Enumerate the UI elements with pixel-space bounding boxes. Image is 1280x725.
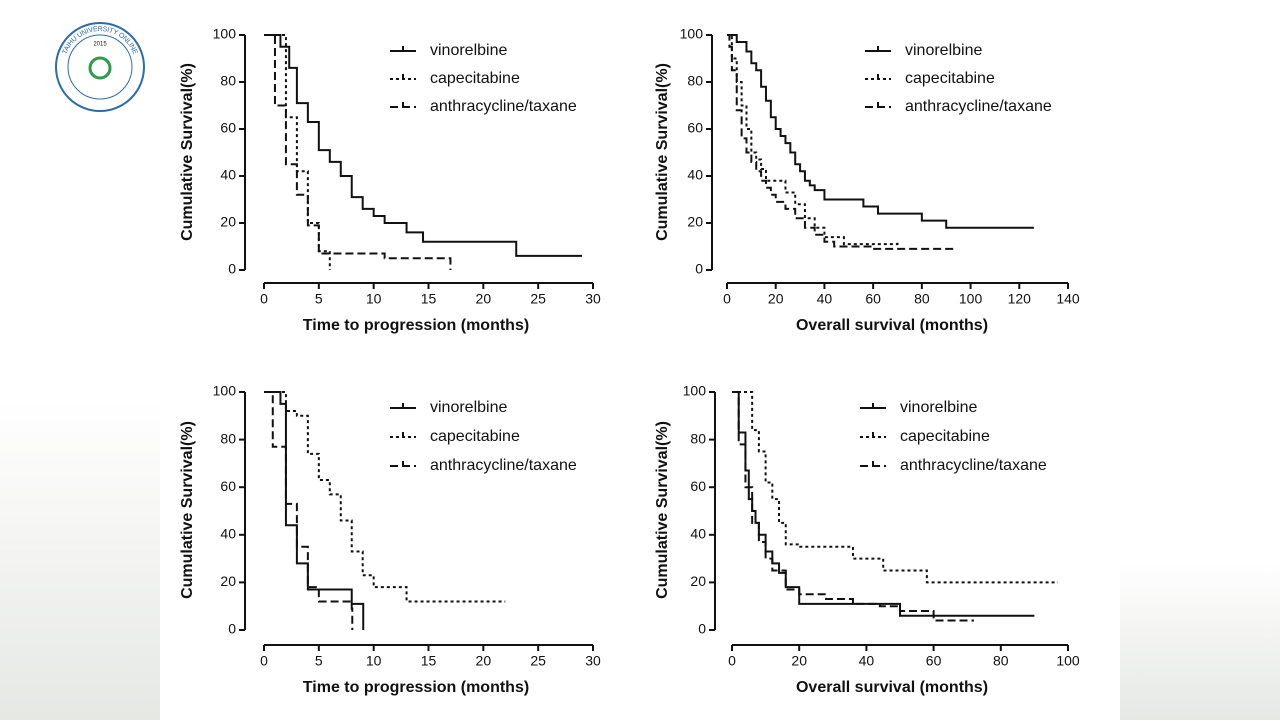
x-tick-label: 10 [366, 653, 382, 669]
y-tick-label: 100 [680, 26, 704, 42]
x-axis-label: Overall survival (months) [796, 679, 988, 696]
x-axis-label: Time to progression (months) [303, 317, 529, 334]
y-tick-label: 80 [690, 430, 706, 446]
x-tick-label: 5 [315, 291, 323, 307]
x-tick-label: 25 [530, 653, 546, 669]
x-tick-label: 40 [859, 653, 875, 669]
y-tick-label: 20 [687, 214, 703, 230]
legend-label: vinorelbine [430, 42, 507, 59]
decor-right [1120, 560, 1280, 720]
y-tick-label: 40 [690, 526, 706, 542]
survival-curve [727, 34, 1034, 229]
legend-label: anthracycline/taxane [430, 457, 577, 474]
survival-curve [264, 34, 331, 270]
survival-curve [264, 34, 452, 270]
y-tick-label: 60 [690, 478, 706, 494]
y-tick-label: 60 [687, 120, 703, 136]
y-axis-label: Cumulative Survival(%) [654, 63, 671, 241]
legend-label: capecitabine [905, 70, 995, 87]
survival-curve [264, 391, 354, 630]
y-tick-label: 20 [220, 214, 236, 230]
x-tick-label: 120 [1008, 291, 1032, 307]
y-axis-label: Cumulative Survival(%) [179, 63, 196, 241]
x-tick-label: 0 [260, 653, 268, 669]
x-tick-label: 15 [421, 653, 437, 669]
x-tick-label: 80 [993, 653, 1009, 669]
x-axis-label: Time to progression (months) [303, 679, 529, 696]
x-tick-label: 100 [959, 291, 983, 307]
y-tick-label: 80 [687, 73, 703, 89]
x-tick-label: 5 [315, 653, 323, 669]
y-tick-label: 40 [687, 167, 703, 183]
y-tick-label: 80 [220, 430, 236, 446]
x-tick-label: 140 [1056, 291, 1080, 307]
survival-curve [727, 34, 956, 250]
survival-curve [727, 34, 899, 246]
x-tick-label: 80 [914, 291, 930, 307]
x-tick-label: 60 [865, 291, 881, 307]
legend-label: anthracycline/taxane [430, 98, 577, 115]
legend-label: vinorelbine [430, 399, 507, 416]
logo-year: 2015 [93, 42, 107, 48]
x-tick-label: 100 [1056, 653, 1080, 669]
legend-label: vinorelbine [905, 42, 982, 59]
x-axis-label: Overall survival (months) [796, 317, 988, 334]
x-tick-label: 20 [476, 291, 492, 307]
x-tick-label: 60 [926, 653, 942, 669]
legend-label: anthracycline/taxane [900, 457, 1047, 474]
survival-curve [264, 391, 365, 630]
y-tick-label: 40 [220, 526, 236, 542]
logo: TAIHU UNIVERSITY ONLINE 2015 [55, 22, 145, 112]
y-tick-label: 20 [220, 573, 236, 589]
x-tick-label: 0 [723, 291, 731, 307]
x-tick-label: 40 [817, 291, 833, 307]
x-tick-label: 10 [366, 291, 382, 307]
x-tick-label: 0 [260, 291, 268, 307]
x-tick-label: 25 [530, 291, 546, 307]
legend-label: capecitabine [430, 428, 520, 445]
survival-curve [732, 391, 1058, 584]
x-tick-label: 20 [476, 653, 492, 669]
survival-curve [732, 391, 974, 622]
legend-label: capecitabine [430, 70, 520, 87]
legend-label: vinorelbine [900, 399, 977, 416]
y-axis-label: Cumulative Survival(%) [654, 421, 671, 599]
x-tick-label: 20 [791, 653, 807, 669]
y-tick-label: 100 [213, 26, 237, 42]
survival-curve [732, 391, 1035, 617]
y-tick-label: 60 [220, 120, 236, 136]
decor-left [0, 400, 160, 720]
x-tick-label: 20 [768, 291, 784, 307]
y-tick-label: 0 [228, 621, 236, 637]
legend-label: anthracycline/taxane [905, 98, 1052, 115]
x-tick-label: 0 [728, 653, 736, 669]
x-tick-label: 30 [585, 291, 601, 307]
y-tick-label: 40 [220, 167, 236, 183]
y-axis-label: Cumulative Survival(%) [179, 421, 196, 599]
y-tick-label: 100 [683, 383, 707, 399]
y-tick-label: 0 [695, 261, 703, 277]
y-tick-label: 80 [220, 73, 236, 89]
x-tick-label: 30 [585, 653, 601, 669]
survival-curve [264, 34, 583, 257]
y-tick-label: 60 [220, 478, 236, 494]
legend-label: capecitabine [900, 428, 990, 445]
y-tick-label: 0 [698, 621, 706, 637]
x-tick-label: 15 [421, 291, 437, 307]
y-tick-label: 0 [228, 261, 236, 277]
y-tick-label: 20 [690, 573, 706, 589]
y-tick-label: 100 [213, 383, 237, 399]
survival-curve [264, 391, 506, 603]
